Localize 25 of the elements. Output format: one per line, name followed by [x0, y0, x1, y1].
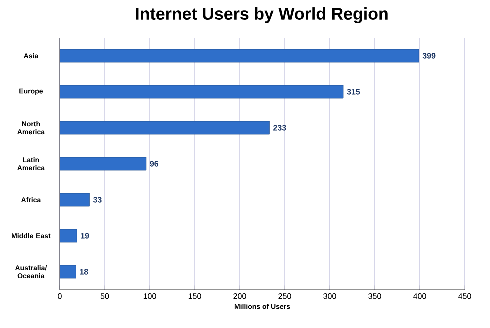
x-tick-label: 450 [458, 294, 472, 300]
x-tick-label: 200 [234, 294, 246, 300]
chart-title: Internet Users by World Region [136, 8, 388, 24]
bar [60, 157, 147, 171]
x-tick-label: 350 [368, 294, 382, 300]
data-label: 33 [93, 197, 102, 203]
data-label: 18 [80, 269, 88, 275]
x-tick-label: 0 [58, 294, 62, 300]
x-tick-label: 100 [144, 294, 156, 300]
data-label: 399 [422, 53, 436, 59]
x-tick-label: 250 [278, 294, 292, 300]
x-tick-label: 400 [414, 294, 426, 300]
data-label: 96 [150, 161, 159, 167]
bar [60, 121, 270, 135]
data-label: 315 [347, 89, 360, 95]
bar [60, 193, 90, 207]
data-label: 233 [274, 125, 286, 131]
bar [60, 49, 420, 63]
bar [60, 265, 76, 279]
x-tick-label: 50 [100, 294, 110, 300]
x-tick-label: 300 [324, 294, 336, 300]
bar [60, 85, 344, 99]
data-label: 19 [81, 233, 90, 239]
bar [60, 229, 78, 243]
x-tick-label: 150 [188, 294, 202, 300]
